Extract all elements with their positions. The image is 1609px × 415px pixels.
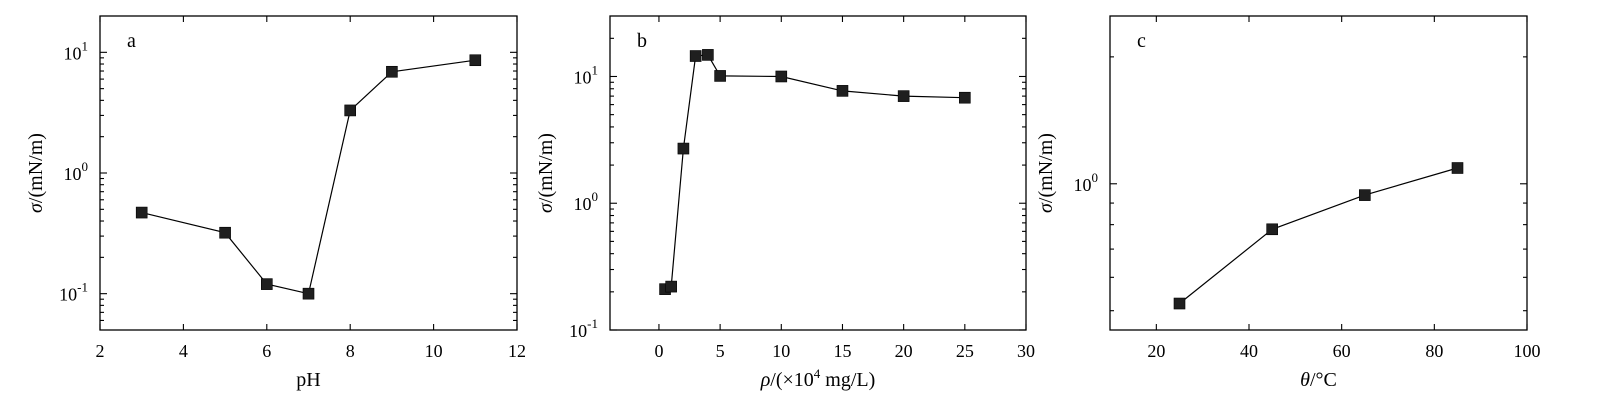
x-tick-label: 15 <box>833 341 851 361</box>
x-tick-label: 8 <box>346 341 355 361</box>
data-point <box>714 70 726 82</box>
plot-frame <box>609 15 1027 331</box>
y-tick-label: 100 <box>1074 170 1099 195</box>
data-point <box>897 90 910 102</box>
x-tick-label: 0 <box>654 341 663 361</box>
data-point <box>219 226 231 239</box>
x-tick-label: 10 <box>772 341 790 361</box>
x-tick-label: 30 <box>1017 341 1035 361</box>
data-point <box>1266 223 1278 236</box>
data-point <box>775 70 788 83</box>
data-point <box>702 49 714 61</box>
x-tick-label: 60 <box>1333 341 1351 361</box>
y-axis-title: σ/(mN/m) <box>25 133 47 213</box>
chart-panel-b: b 0 5 10 15 20 25 30 10-1 100 101 ρ/(×104 mg/L) σ/(m… <box>535 15 1035 391</box>
y-tick-label: 10-1 <box>59 280 88 305</box>
data-point <box>677 142 690 155</box>
data-point <box>386 65 398 78</box>
y-tick-label: 101 <box>64 38 89 63</box>
data-point <box>260 278 273 290</box>
y-axis-title: σ/(mN/m) <box>1035 133 1057 213</box>
x-tick-label: 12 <box>508 341 526 361</box>
x-tick-label: 80 <box>1425 341 1443 361</box>
chart-panel-c: c 20 40 60 80 100 100 θ/°C σ/(mN/m) <box>1035 15 1541 391</box>
x-tick-label: 25 <box>956 341 974 361</box>
data-point <box>469 54 482 67</box>
panel-label: c <box>1137 30 1146 52</box>
x-tick-label: 2 <box>96 341 105 361</box>
x-axis-title: pH <box>296 369 320 391</box>
data-point <box>344 104 357 117</box>
x-tick-label: 100 <box>1514 341 1541 361</box>
series-line <box>664 54 965 290</box>
data-point <box>959 91 971 104</box>
series-line <box>1179 167 1458 304</box>
y-tick-label: 100 <box>64 159 89 184</box>
panel-label: b <box>637 30 647 52</box>
data-point <box>1173 297 1186 310</box>
data-point <box>836 85 849 97</box>
x-tick-label: 10 <box>425 341 443 361</box>
data-point <box>302 287 315 300</box>
chart-panel-a: a 2 4 6 8 10 12 10-1 100 101 pH σ/(mN/m) <box>25 15 526 391</box>
x-axis-title: θ/°C <box>1300 369 1337 391</box>
data-point <box>1451 162 1464 174</box>
x-tick-label: 40 <box>1240 341 1258 361</box>
x-tick-label: 5 <box>716 341 725 361</box>
data-point <box>1359 189 1371 201</box>
panel-label: a <box>127 30 136 52</box>
data-point <box>135 206 148 219</box>
data-point <box>689 50 702 62</box>
plot-frame <box>1109 15 1528 331</box>
x-tick-label: 4 <box>179 341 188 361</box>
y-axis-title: σ/(mN/m) <box>535 133 557 213</box>
x-tick-label: 20 <box>895 341 913 361</box>
y-tick-label: 10-1 <box>569 316 598 341</box>
x-axis-title: ρ/(×104 mg/L) <box>760 366 876 391</box>
y-tick-label: 101 <box>574 62 599 87</box>
y-tick-label: 100 <box>574 189 599 214</box>
series-line <box>141 59 476 295</box>
x-tick-label: 20 <box>1147 341 1165 361</box>
data-point <box>665 280 677 293</box>
x-tick-label: 6 <box>262 341 271 361</box>
